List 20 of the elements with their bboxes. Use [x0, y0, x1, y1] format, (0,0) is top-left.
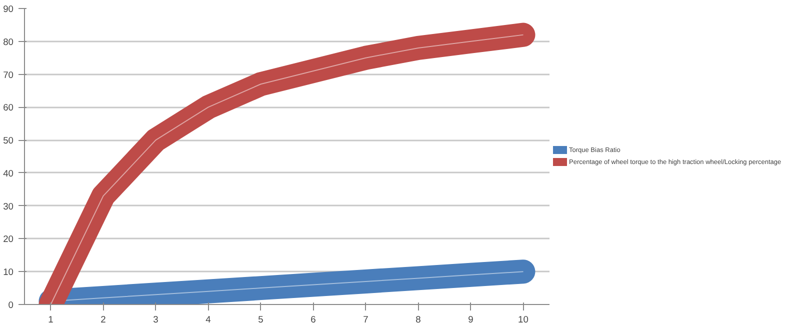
y-tick-label: 10 [3, 267, 14, 278]
y-tick-label: 80 [3, 36, 14, 47]
y-tick-label: 0 [8, 300, 14, 310]
x-tick-label: 2 [100, 314, 106, 324]
x-tick-label: 4 [206, 314, 211, 324]
x-tick-label: 9 [468, 314, 474, 324]
x-tick-label: 6 [310, 314, 316, 324]
x-tick-label: 10 [518, 314, 528, 324]
y-tick-label: 50 [3, 136, 14, 146]
x-tick-label: 8 [416, 314, 421, 324]
x-tick-label: 3 [153, 314, 158, 324]
y-tick-label: 60 [3, 102, 14, 113]
y-tick-label: 30 [3, 201, 14, 212]
x-tick-label: 5 [258, 314, 264, 324]
y-tick-label: 40 [3, 168, 14, 178]
x-tick-label: 7 [363, 314, 368, 324]
y-tick-label: 90 [3, 4, 14, 14]
y-tick-label: 20 [3, 234, 14, 244]
x-tick-label: 1 [48, 314, 54, 324]
y-tick-label: 70 [3, 70, 14, 80]
